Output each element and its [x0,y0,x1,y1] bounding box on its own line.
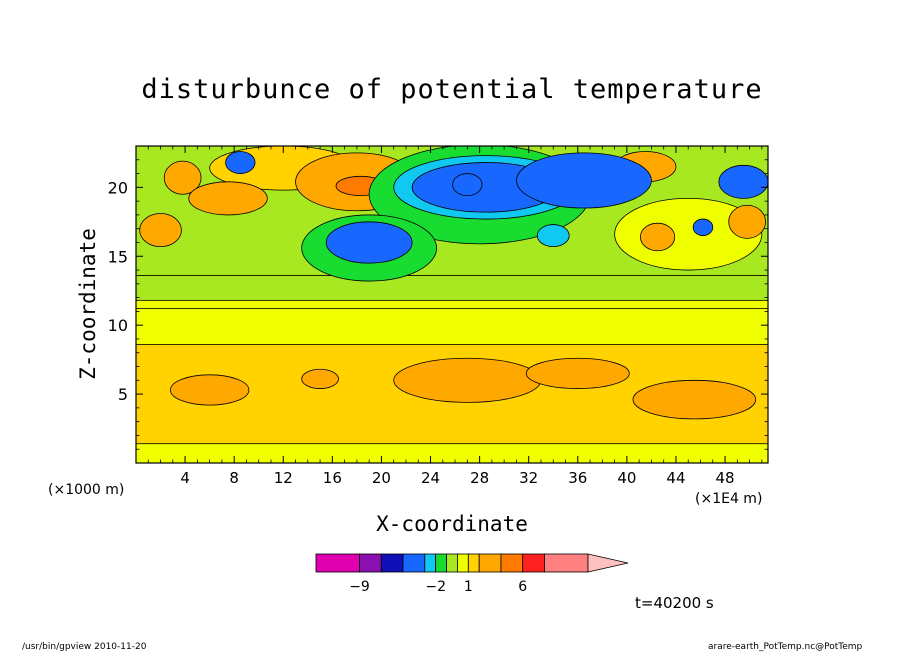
contour-blob-5 [614,197,763,271]
colorbar-segment [446,553,458,573]
contour-blob-6 [169,374,250,406]
x-axis-label: X-coordinate [376,512,528,536]
contour-blob-24 [516,152,652,209]
colorbar-segment [522,553,545,573]
colorbar: −9 −2 1 6 [315,553,629,595]
colorbar-segment [435,553,447,573]
x-tick-label: 12 [274,469,293,487]
contour-blob-10 [632,379,757,420]
plot-frame [135,145,769,464]
x-tick-label: 8 [229,469,239,487]
contour-field [136,146,768,463]
colorbar-label: −9 [349,579,370,595]
contour-blob-8 [393,357,542,403]
time-label: t=40200 s [635,594,714,612]
colorbar-arrow [587,553,629,573]
x-tick-label: 4 [180,469,190,487]
x-tick-label: 24 [421,469,440,487]
footer-left: /usr/bin/gpview 2010-11-20 [22,642,147,652]
colorbar-segment [544,553,589,573]
contour-blob-18 [728,204,766,239]
x-tick-label: 40 [617,469,636,487]
x-tick-label: 20 [372,469,391,487]
x-tick-label: 32 [519,469,538,487]
contour-band-2 [136,275,768,301]
x-tick-label: 28 [470,469,489,487]
y-tick-label: 10 [108,316,128,335]
colorbar-segment [478,553,502,573]
contour-blob-28 [718,164,768,199]
colorbar-segment [467,553,480,573]
contour-blob-29 [692,218,714,236]
contour-blob-27 [225,151,256,174]
contour-blob-30 [536,224,570,248]
contour-blob-22 [452,173,483,197]
colorbar-label: 6 [518,579,527,595]
contour-blob-11 [139,213,182,248]
colorbar-label: 1 [464,579,473,595]
contour-blob-9 [525,357,630,389]
contour-blob-17 [639,222,676,252]
contour-blob-13 [188,181,268,216]
colorbar-segment [402,553,426,573]
y-tick-label: 15 [108,247,128,266]
colorbar-segment [424,553,437,573]
x-tick-label: 16 [323,469,342,487]
x-axis-unit: (×1000 m) [48,482,125,498]
x-axis-scale: (×1E4 m) [695,491,763,507]
colorbar-segment [315,553,360,573]
y-tick-label: 20 [108,178,128,197]
colorbar-segment [359,553,382,573]
plot-axes [135,145,769,464]
x-tick-label: 44 [666,469,685,487]
contour-blob-12 [163,160,202,195]
footer-right: arare-earth_PotTemp.nc@PotTemp [708,642,863,652]
colorbar-segment [500,553,524,573]
y-tick-label: 5 [118,385,128,404]
contour-blob-7 [301,368,339,389]
colorbar-segment [457,553,469,573]
x-tick-label: 36 [568,469,587,487]
chart-title: disturbunce of potential temperature [141,74,763,105]
contour-blob-26 [325,221,413,264]
x-tick-label: 48 [716,469,735,487]
colorbar-label: −2 [425,579,446,595]
colorbar-segment [380,553,404,573]
